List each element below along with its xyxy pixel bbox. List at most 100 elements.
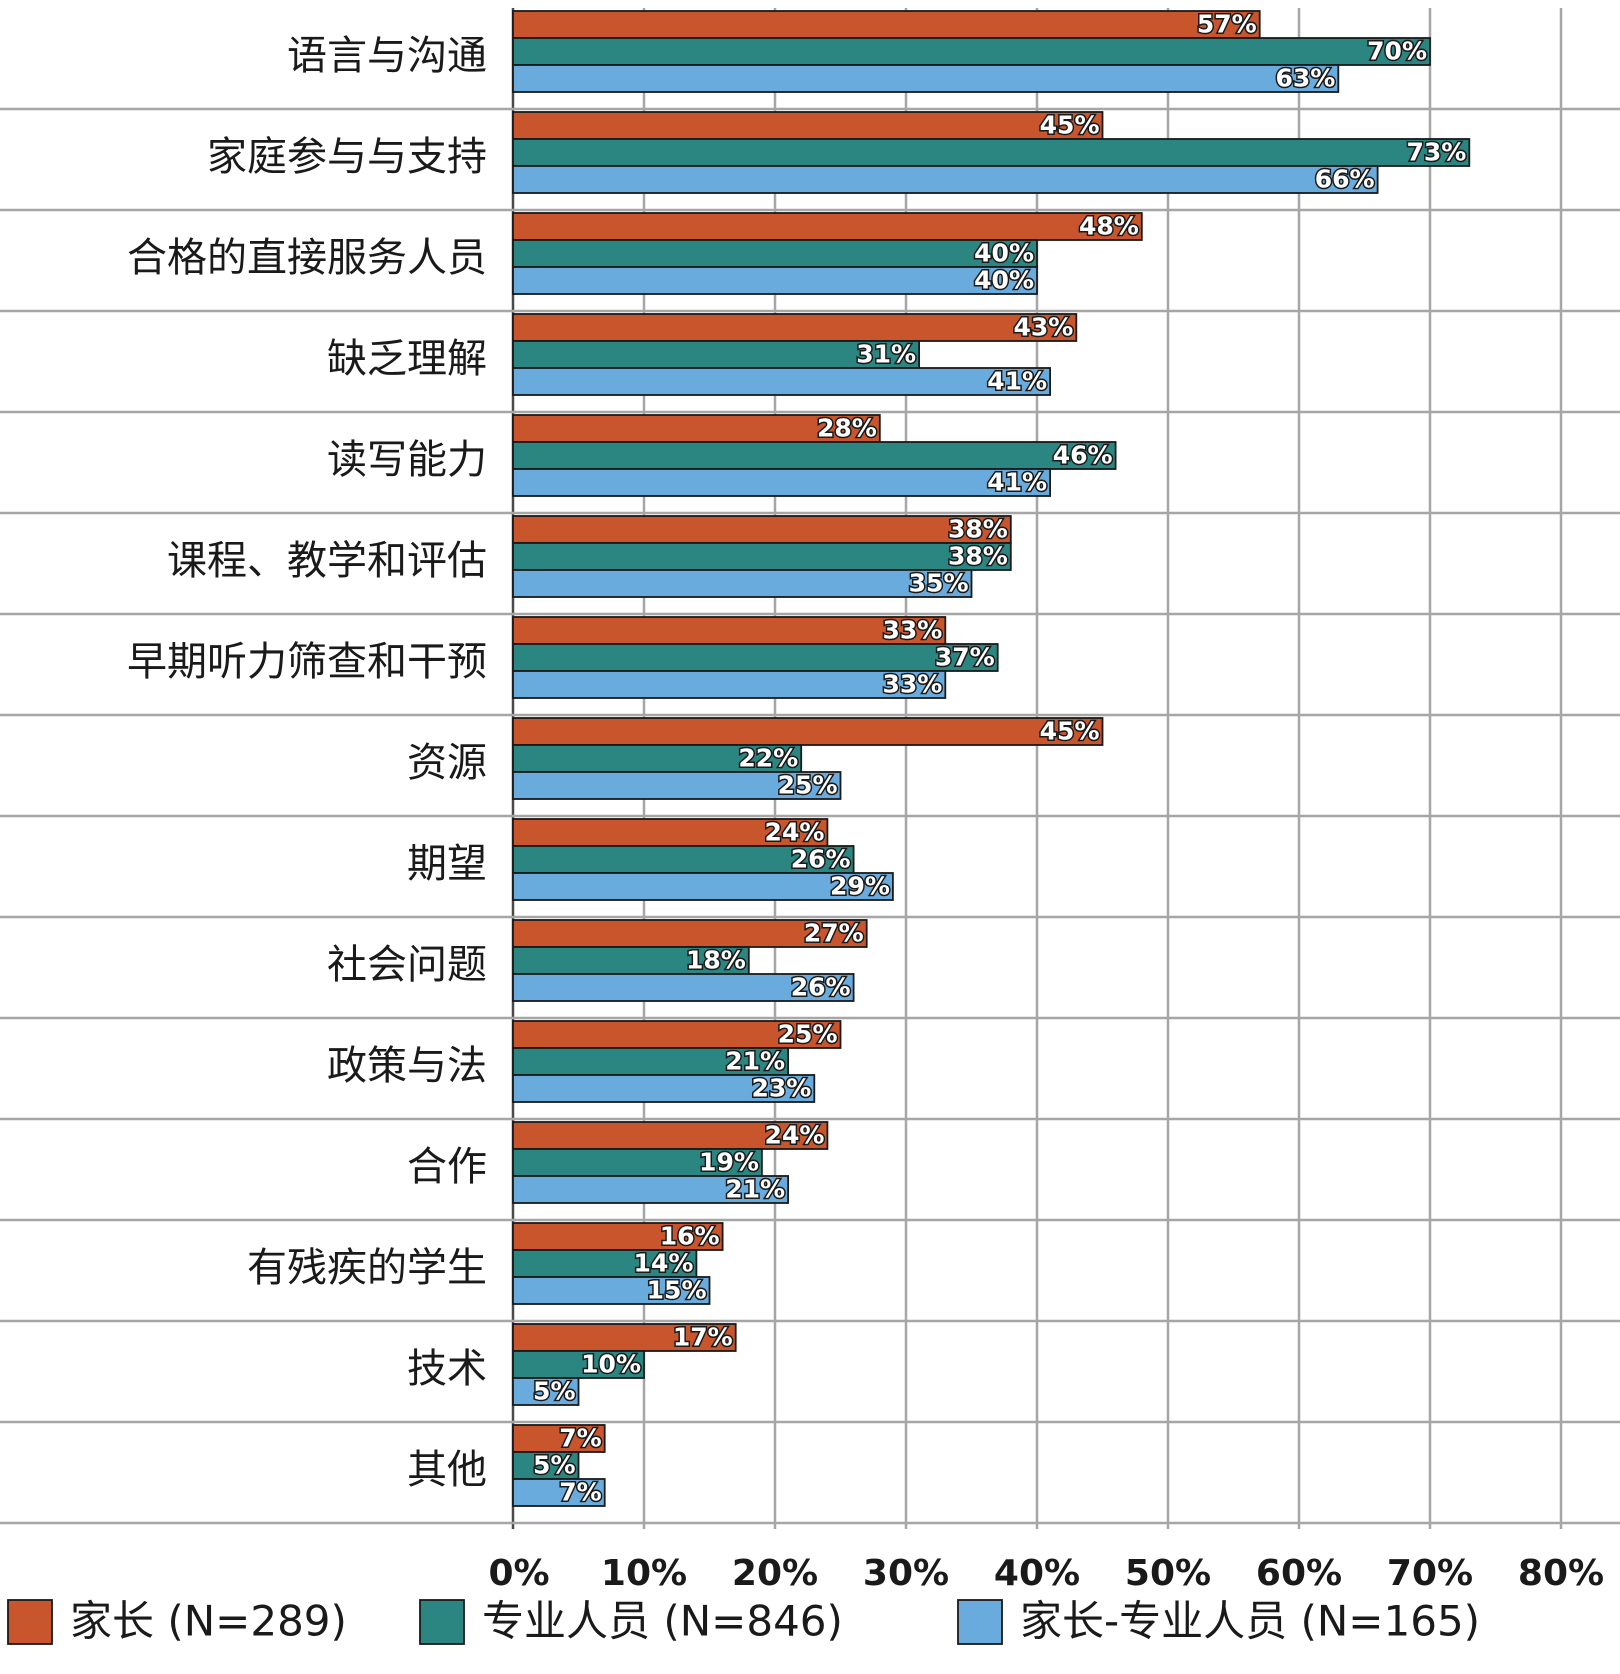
- bar-value-label: 5%: [533, 1451, 575, 1480]
- legend-entry: 家长 (N=289): [70, 1597, 347, 1646]
- bar-value-label: 46%: [1053, 441, 1113, 470]
- bar-value-label: 45%: [1040, 111, 1100, 140]
- bar: [512, 468, 1051, 497]
- bar: [512, 872, 894, 901]
- bar-value-label: 21%: [725, 1047, 785, 1076]
- bar: [512, 973, 855, 1002]
- bar-value-label: 28%: [817, 414, 877, 443]
- bar-value-label: 41%: [987, 468, 1047, 497]
- bar-value-label: 63%: [1275, 64, 1335, 93]
- bar: [512, 1074, 816, 1103]
- bar: [512, 1323, 737, 1352]
- bar: [512, 10, 1261, 39]
- bar: [512, 569, 973, 598]
- category-label: 其他: [407, 1447, 487, 1493]
- category-label: 合格的直接服务人员: [127, 235, 487, 281]
- category-label: 家庭参与与支持: [207, 134, 487, 180]
- bar-value-label: 35%: [909, 569, 969, 598]
- bar-value-label: 15%: [647, 1276, 707, 1305]
- bar: [512, 414, 881, 443]
- bar-value-label: 57%: [1197, 10, 1257, 39]
- bar-value-label: 23%: [751, 1074, 811, 1103]
- bar: [512, 37, 1431, 66]
- bar-value-label: 66%: [1315, 165, 1375, 194]
- bar: [512, 845, 855, 874]
- bar: [512, 138, 1471, 167]
- category-label: 缺乏理解: [327, 336, 487, 382]
- bar: [512, 1121, 829, 1150]
- bar: [512, 744, 803, 773]
- bar-value-label: 45%: [1040, 717, 1100, 746]
- bar-value-label: 10%: [581, 1350, 641, 1379]
- bar: [512, 717, 1104, 746]
- bar-value-label: 29%: [830, 872, 890, 901]
- bar: [512, 542, 1012, 571]
- x-tick-label: 20%: [732, 1553, 818, 1594]
- x-tick-label: 60%: [1256, 1553, 1342, 1594]
- category-label: 期望: [407, 841, 487, 887]
- bar: [512, 266, 1038, 295]
- bar-value-label: 40%: [974, 266, 1034, 295]
- bar: [512, 1478, 606, 1507]
- bar-value-label: 37%: [935, 643, 995, 672]
- legend-entry: 专业人员 (N=846): [482, 1597, 843, 1646]
- bar-value-label: 48%: [1079, 212, 1139, 241]
- bar-value-label: 5%: [533, 1377, 575, 1406]
- bar: [512, 64, 1340, 93]
- bar-value-label: 40%: [974, 239, 1034, 268]
- bar: [512, 919, 868, 948]
- category-separators: [0, 107, 1620, 1525]
- bar-value-label: 24%: [765, 1121, 825, 1150]
- category-label: 社会问题: [327, 942, 487, 988]
- bar: [512, 1020, 842, 1049]
- bars: 57% 70% 63% 45% 73% 66% 48% 40%40% 43% 31% 41% 28% 4…: [512, 8, 1471, 1508]
- x-tick-label: 50%: [1125, 1553, 1211, 1594]
- bar-value-label: 25%: [778, 771, 838, 800]
- x-tick-label: 10%: [601, 1553, 687, 1594]
- bar: [512, 616, 947, 645]
- bar: [512, 367, 1051, 396]
- bar: [512, 111, 1104, 140]
- bar-value-label: 17%: [673, 1323, 733, 1352]
- bar: [512, 515, 1012, 544]
- bar-value-label: 19%: [699, 1148, 759, 1177]
- bar-value-label: 21%: [725, 1175, 785, 1204]
- category-label: 早期听力筛查和干预: [127, 639, 487, 685]
- bar: [512, 239, 1038, 268]
- bar-value-label: 33%: [882, 670, 942, 699]
- bar-value-label: 31%: [856, 340, 916, 369]
- bar-value-label: 7%: [559, 1424, 601, 1453]
- x-tick-label: 30%: [863, 1553, 949, 1594]
- bar: [512, 1451, 580, 1480]
- x-tick-label: 0%: [488, 1553, 549, 1594]
- bar-value-label: 43%: [1013, 313, 1073, 342]
- bar: [512, 946, 750, 975]
- bar-value-label: 38%: [948, 542, 1008, 571]
- bar: [512, 1175, 790, 1204]
- bar: [512, 313, 1078, 342]
- bar-value-label: 22%: [738, 744, 798, 773]
- bar: [512, 771, 842, 800]
- legend-swatch: [7, 1599, 53, 1645]
- bar: [512, 818, 829, 847]
- bar-value-label: 16%: [660, 1222, 720, 1251]
- legend-swatch: [957, 1599, 1003, 1645]
- bar-value-label: 41%: [987, 367, 1047, 396]
- category-label: 资源: [407, 740, 487, 786]
- category-labels: 语言与沟通家庭参与与支持合格的直接服务人员缺乏理解读写能力课程、教学和评估早期听…: [127, 33, 487, 1493]
- category-label: 有残疾的学生: [247, 1245, 487, 1291]
- bar-value-label: 18%: [686, 946, 746, 975]
- bar-value-label: 14%: [634, 1249, 694, 1278]
- x-tick-labels: 0% 10% 20% 30% 40% 50% 60% 70% 80%: [488, 1553, 1604, 1594]
- category-label: 语言与沟通: [287, 33, 487, 79]
- bar-value-label: 70%: [1367, 37, 1427, 66]
- bar-value-label: 27%: [804, 919, 864, 948]
- bar-value-label: 33%: [882, 616, 942, 645]
- legend-swatch: [419, 1599, 465, 1645]
- bar-value-label: 24%: [765, 818, 825, 847]
- bar: [512, 1276, 711, 1305]
- category-label: 课程、教学和评估: [167, 538, 487, 584]
- bar: [512, 1377, 580, 1406]
- x-tick-label: 40%: [994, 1553, 1080, 1594]
